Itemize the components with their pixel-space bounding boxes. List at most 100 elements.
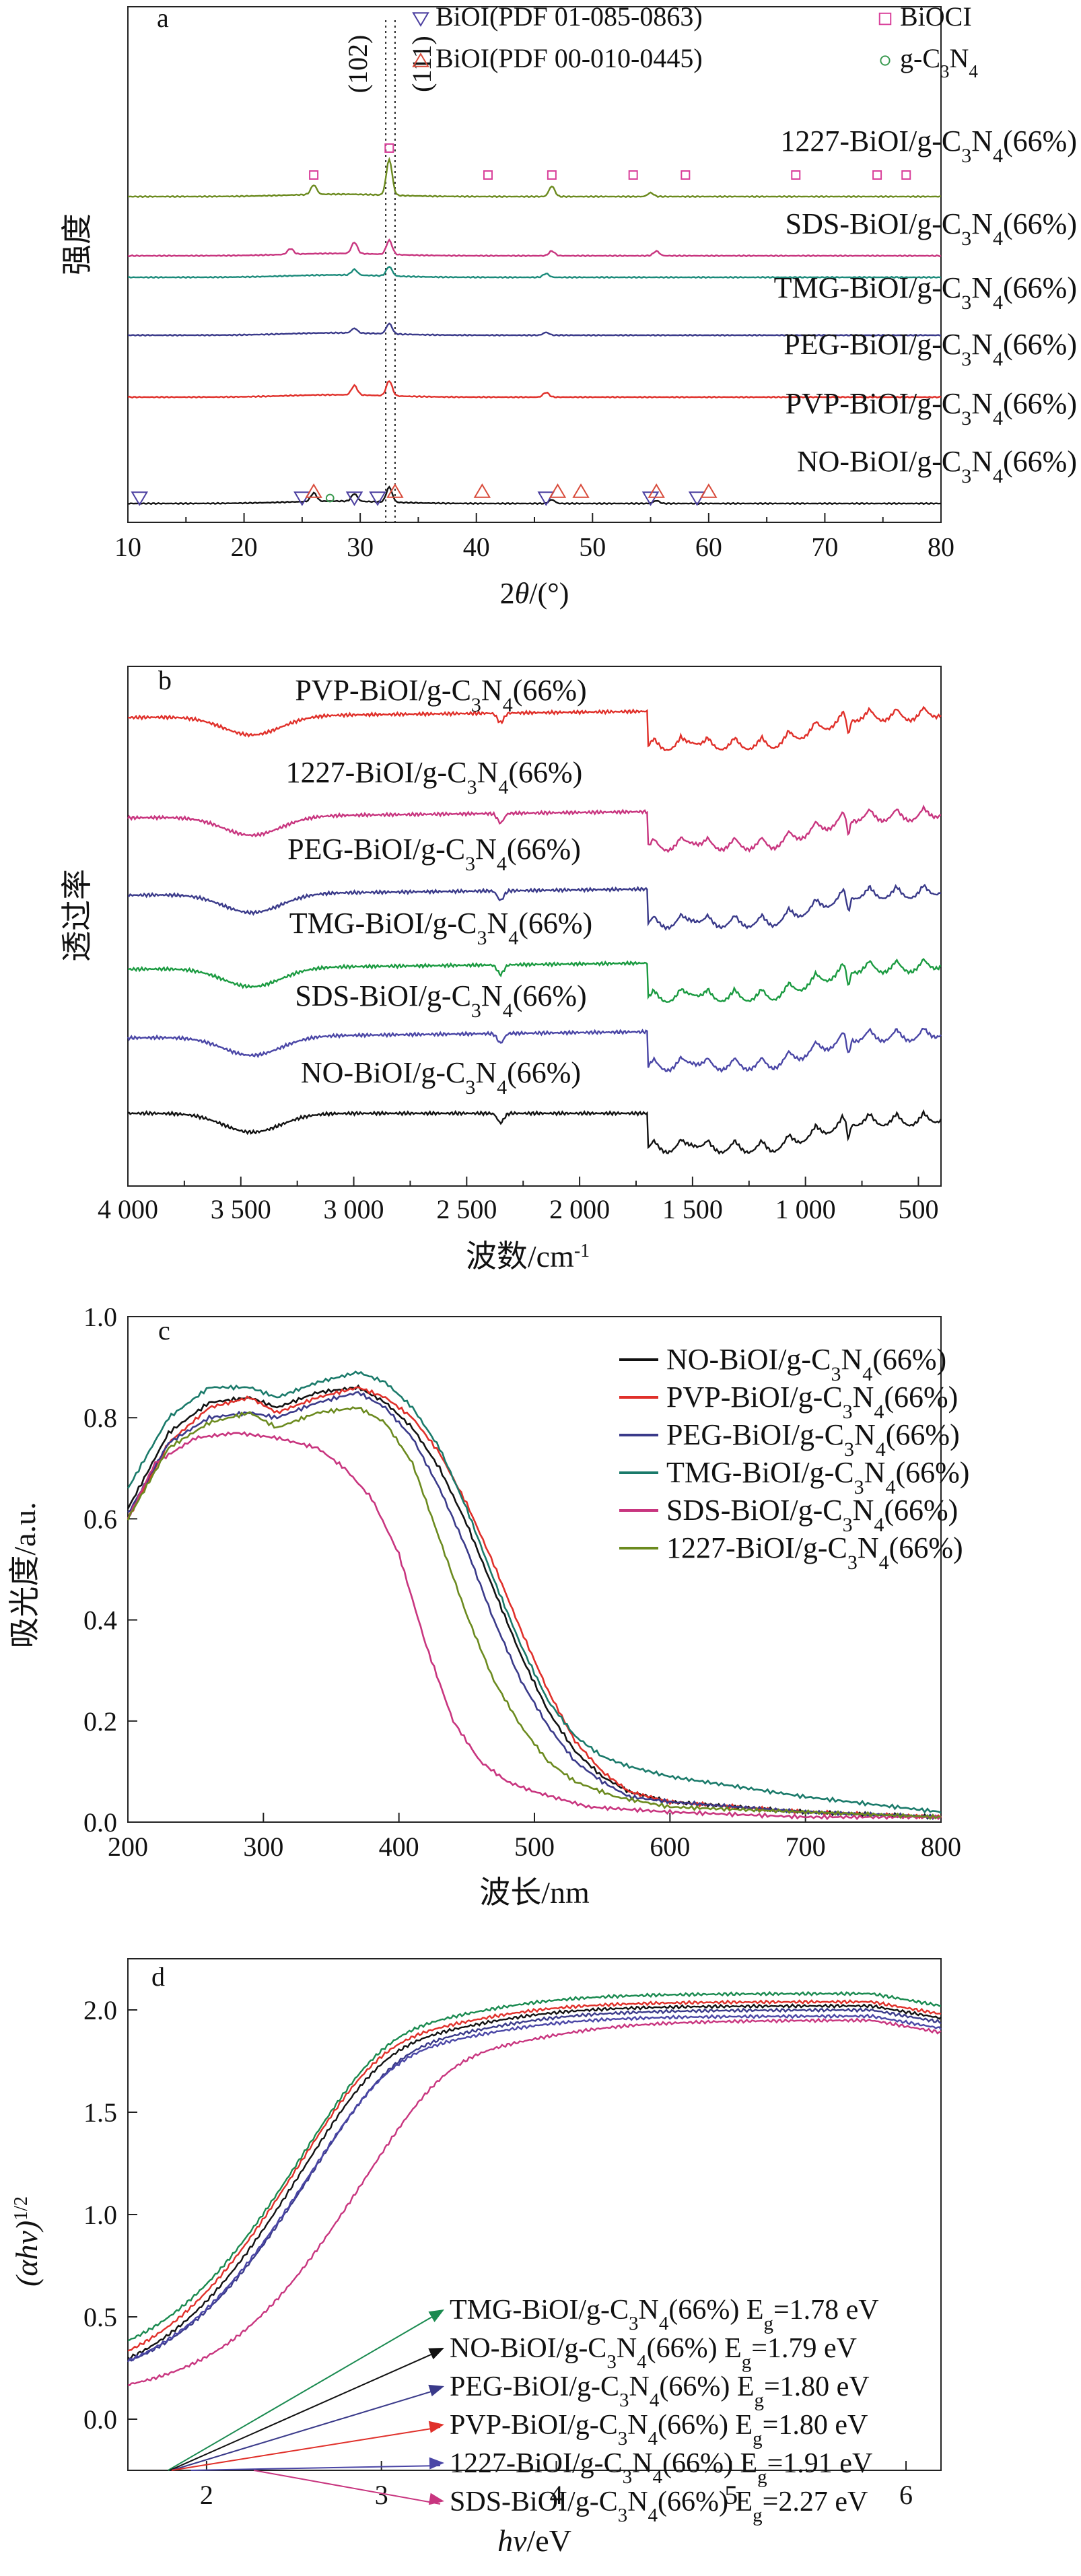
x-tick-label: 500 xyxy=(898,1194,938,1224)
y-tick-label: 0.6 xyxy=(83,1504,117,1534)
x-axis-label: 2θ/(°) xyxy=(500,577,569,610)
marker-down-triangle xyxy=(412,12,429,27)
x-tick-label: 5 xyxy=(724,2480,738,2510)
x-tick-label: 700 xyxy=(786,1832,826,1862)
series-label: 1227-BiOI/g-C3N4(66%) xyxy=(780,125,1077,167)
y-tick-label: 0.8 xyxy=(83,1403,117,1433)
x-tick-label: 3 000 xyxy=(324,1194,384,1224)
series-line xyxy=(127,1999,942,2352)
marker-square xyxy=(309,170,319,180)
tangent-line xyxy=(190,2465,441,2471)
x-tick-label: 2 500 xyxy=(436,1194,497,1224)
series-label: NO-BiOI/g-C3N4(66%) xyxy=(301,1056,581,1099)
marker-up-triangle xyxy=(412,53,429,67)
series-line xyxy=(127,2007,942,2363)
legend: NO-BiOI/g-C3N4(66%)PVP-BiOI/g-C3N4(66%)P… xyxy=(619,1343,969,1574)
x-tick-label: 300 xyxy=(243,1832,283,1862)
panel-c: c 200 300 400 500 600 700 800 0.0 0.2 0.4 0.6 0.8 1.0… xyxy=(7,1302,969,1910)
series-line xyxy=(127,238,942,258)
x-tick-label: 40 xyxy=(463,532,490,562)
marker-square xyxy=(483,170,493,180)
marker-square xyxy=(791,170,801,180)
y-tick-label: 0.0 xyxy=(83,2404,117,2435)
y-tick-label: 0.2 xyxy=(83,1706,117,1737)
y-tick-label: 1.0 xyxy=(83,2200,117,2230)
marker-square xyxy=(878,12,892,26)
marker-square xyxy=(872,170,882,180)
series-line xyxy=(127,883,942,931)
series-line xyxy=(127,2003,942,2361)
marker-circle xyxy=(325,493,335,503)
arrow-head xyxy=(428,2493,444,2505)
series-line xyxy=(127,2013,942,2363)
y-axis-label: 吸光度/a.u. xyxy=(7,1502,42,1648)
x-tick-label: 400 xyxy=(379,1832,419,1862)
y-axis-label: (αhν)1/2 xyxy=(9,2196,44,2287)
series-label: PEG-BiOI/g-C3N4(66%) xyxy=(287,833,581,875)
panel-b: b 4 000 3 500 3 000 2 500 2 000 1 500 1 000 500 波… xyxy=(60,665,942,1274)
y-tick-label: 1.5 xyxy=(83,2097,117,2128)
tangent-line xyxy=(168,2311,441,2471)
series-line xyxy=(127,1370,942,1814)
y-tick-label: 2.0 xyxy=(83,1995,117,2025)
marker-down-triangle xyxy=(369,491,386,506)
marker-up-triangle xyxy=(648,483,665,498)
arrow-head xyxy=(428,2384,444,2397)
series-line xyxy=(127,1391,942,1821)
y-tick-label: 1.0 xyxy=(83,1302,117,1332)
y-tick-label: 0.5 xyxy=(83,2302,117,2332)
series-line xyxy=(127,1990,942,2342)
series-line xyxy=(127,485,942,506)
marker-up-triangle xyxy=(473,483,491,498)
x-tick-label: 4 xyxy=(549,2480,563,2510)
marker-down-triangle xyxy=(345,491,363,506)
x-tick-label: 10 xyxy=(114,532,141,562)
x-tick-label: 2 xyxy=(200,2480,213,2510)
series-label: PVP-BiOI/g-C3N4(66%) Eg=1.80 eV xyxy=(450,2410,868,2449)
series-line xyxy=(127,1109,942,1155)
y-tick-label: 0.0 xyxy=(83,1807,117,1838)
series-label: SDS-BiOI/g-C3N4(66%) xyxy=(666,1494,958,1536)
marker-up-triangle xyxy=(386,483,404,498)
x-tick-label: 60 xyxy=(695,532,722,562)
marker-square xyxy=(681,170,691,180)
panel-label: b xyxy=(158,665,172,695)
tangent-line xyxy=(171,2388,441,2471)
y-axis-label: 透过率 xyxy=(60,869,94,962)
series-label: TMG-BiOI/g-C3N4(66%) Eg=1.78 eV xyxy=(450,2295,879,2334)
x-tick-label: 3 xyxy=(375,2480,388,2510)
x-tick-label: 500 xyxy=(514,1832,555,1862)
x-axis-label: 波数/cm-1 xyxy=(466,1239,590,1274)
series-label: BiOI(PDF 00-010-0445) xyxy=(435,43,703,73)
panel-label: d xyxy=(151,1961,165,1992)
series-label: g-C3N4 xyxy=(900,43,978,81)
series-line xyxy=(128,157,942,199)
x-tick-label: 2 000 xyxy=(549,1194,610,1224)
series-label: SDS-BiOI/g-C3N4(66%) xyxy=(786,207,1077,250)
series-label: PVP-BiOI/g-C3N4(66%) xyxy=(666,1381,958,1423)
marker-up-triangle xyxy=(700,483,718,498)
series-label: TMG-BiOI/g-C3N4(66%) xyxy=(666,1456,969,1498)
x-tick-label: 4 000 xyxy=(98,1194,158,1224)
x-axis-label: hν/eV xyxy=(497,2523,571,2558)
arrow-head xyxy=(428,2348,444,2360)
y-tick-label: 0.4 xyxy=(83,1605,117,1636)
x-tick-label: 1 500 xyxy=(662,1194,723,1224)
x-tick-label: 80 xyxy=(928,532,954,562)
panel-label: a xyxy=(157,3,169,33)
series-line xyxy=(127,266,942,279)
series-label: 1227-BiOI/g-C3N4(66%) Eg=1.91 eV xyxy=(450,2448,872,2488)
marker-down-triangle xyxy=(293,491,311,506)
reference-label: (111) xyxy=(407,36,437,92)
tangent-line xyxy=(169,2350,441,2471)
x-tick-label: 30 xyxy=(347,532,374,562)
marker-circle xyxy=(880,55,891,66)
x-axis-label: 波长/nm xyxy=(479,1875,590,1910)
x-tick-label: 1 000 xyxy=(775,1194,836,1224)
series-label: BiOCI xyxy=(900,1,972,32)
tangent-line xyxy=(171,2427,441,2471)
series-line xyxy=(127,1406,942,1820)
x-tick-label: 800 xyxy=(921,1832,961,1862)
series-label: TMG-BiOI/g-C3N4(66%) xyxy=(774,271,1077,314)
